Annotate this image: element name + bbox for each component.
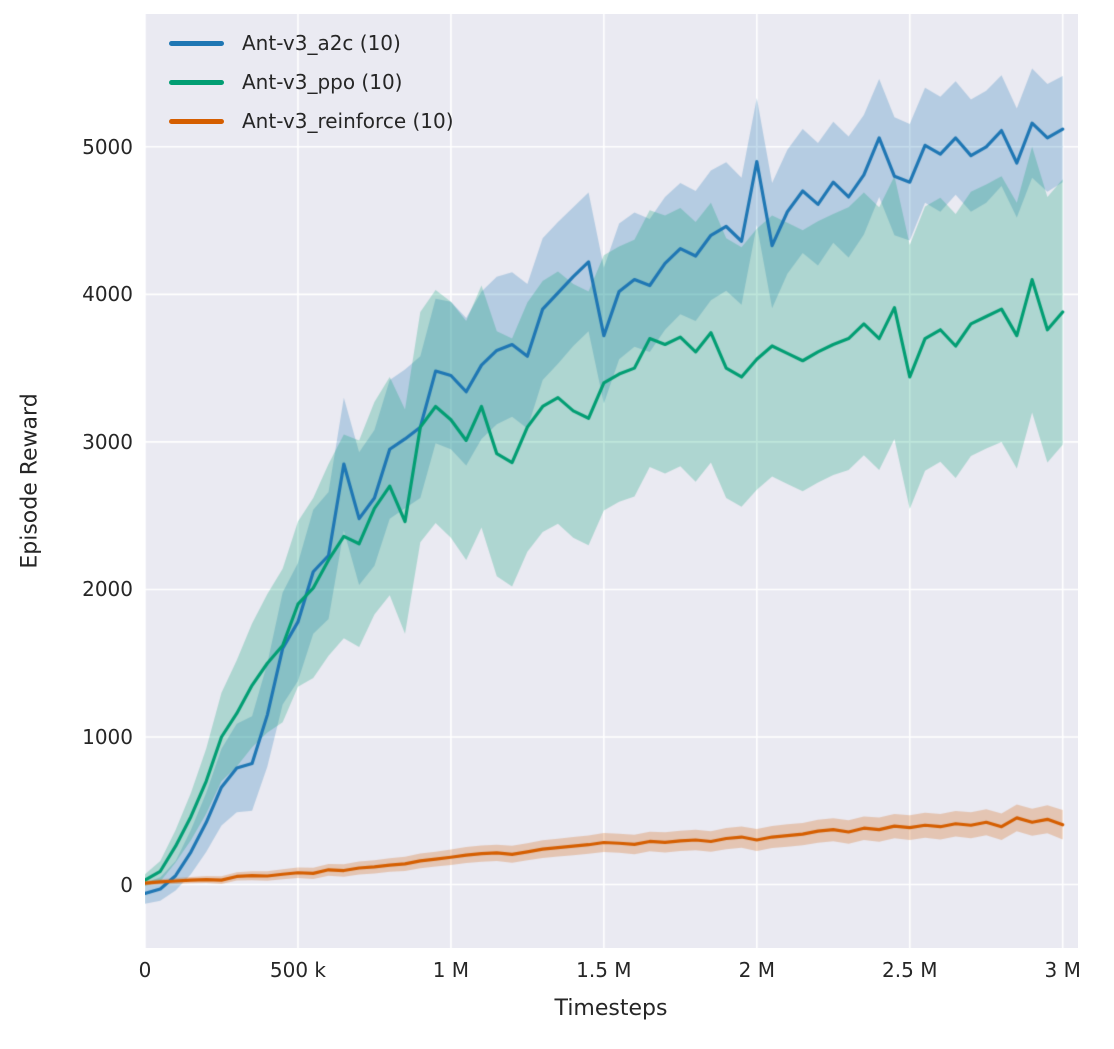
y-tick-label: 4000 (82, 282, 133, 307)
y-tick-label: 0 (120, 872, 133, 897)
x-tick-label: 500 k (269, 958, 326, 982)
plot-area: Ant-v3_a2c (10) Ant-v3_ppo (10) Ant-v3_rei… (145, 14, 1078, 948)
x-tick-label: 3 M (1044, 958, 1081, 982)
y-tick-label: 3000 (82, 429, 133, 454)
x-tick-label: 2.5 M (882, 958, 938, 982)
x-tick-label: 2 M (738, 958, 775, 982)
y-tick-label: 5000 (82, 134, 133, 159)
chart-canvas (145, 14, 1078, 948)
y-axis-label: Episode Reward (17, 393, 43, 569)
y-tick-label: 1000 (82, 725, 133, 749)
x-tick-label: 1 M (432, 958, 470, 982)
x-axis-label: Timesteps (554, 996, 668, 1021)
y-tick-label: 2000 (82, 577, 133, 602)
x-tick-label: 1.5 M (576, 958, 632, 982)
x-tick-label: 0 (138, 958, 152, 982)
